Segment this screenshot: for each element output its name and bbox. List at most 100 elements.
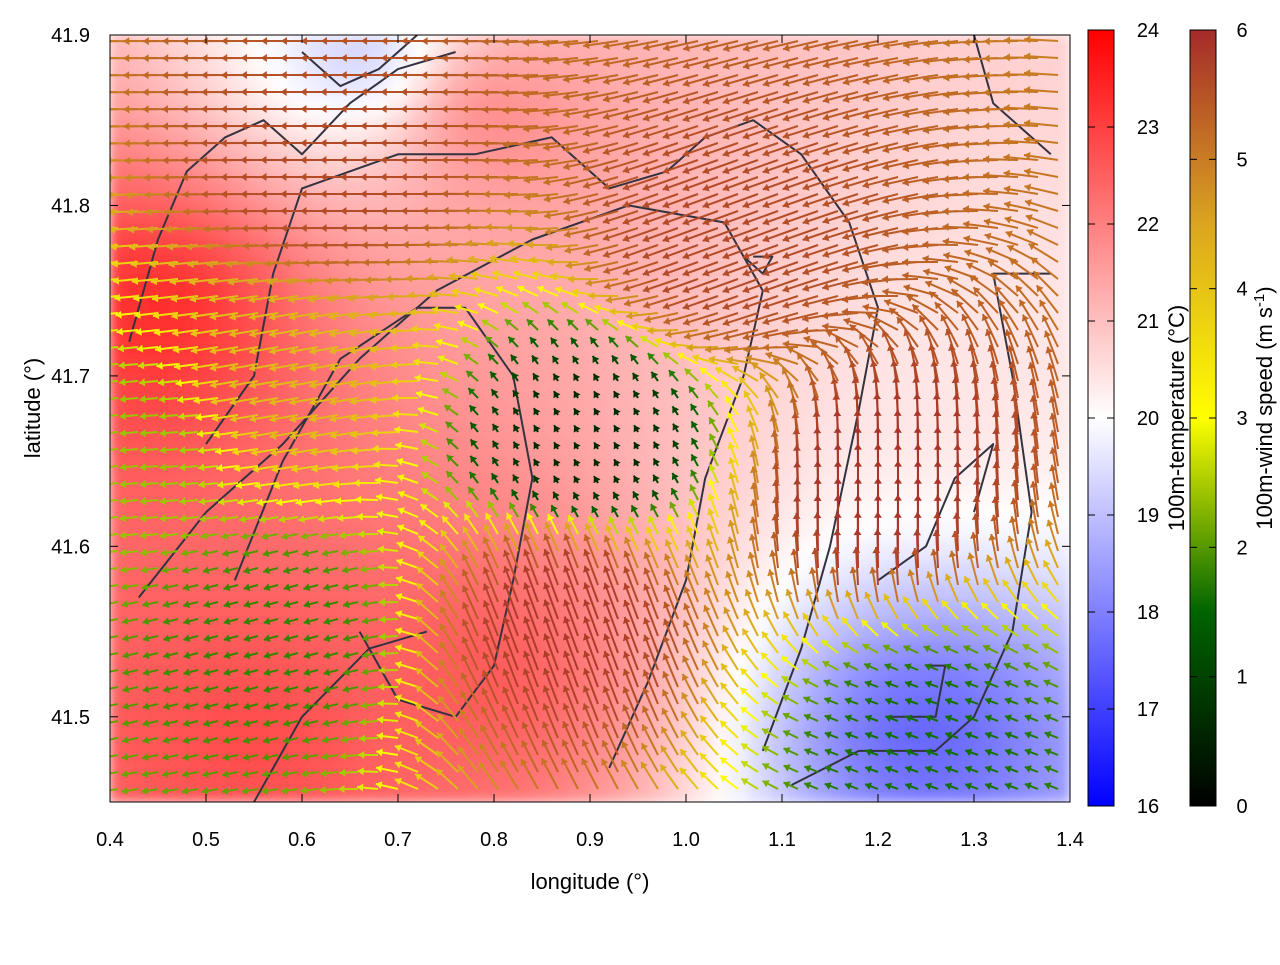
heatmap-cell [229,518,251,540]
heatmap-cell [109,478,131,500]
heatmap-cell [269,438,291,460]
heatmap-cell [189,317,211,339]
colorbar-tick-label: 0 [1236,796,1247,818]
heatmap-cell [949,518,971,540]
heatmap-cell [209,761,231,783]
heatmap-cell [769,498,791,520]
heatmap-cell [889,761,911,783]
heatmap-cell [829,418,851,440]
heatmap-cell [569,377,591,399]
heatmap-cell [1049,720,1071,742]
heatmap-cell [109,761,131,783]
heatmap-cell [249,256,271,278]
heatmap-cell [469,95,491,117]
heatmap-cell [389,74,411,96]
heatmap-cell [209,34,231,56]
heatmap-cell [289,236,311,258]
heatmap-cell [609,317,631,339]
heatmap-cell [149,34,171,56]
heatmap-cell [229,195,251,217]
heatmap-cell [169,418,191,440]
heatmap-cell [449,761,471,783]
heatmap-cell [909,720,931,742]
heatmap-cell [329,236,351,258]
heatmap-cell [429,74,451,96]
heatmap-cell [429,95,451,117]
heatmap-cell [169,761,191,783]
heatmap-cell [129,518,151,540]
heatmap-cell [349,155,371,177]
heatmap-cell [349,539,371,561]
heatmap-cell [449,377,471,399]
heatmap-cell [1049,195,1071,217]
heatmap-cell [809,458,831,480]
heatmap-cell [889,397,911,419]
heatmap-cell [809,418,831,440]
heatmap-cell [569,781,591,803]
heatmap-cell [289,155,311,177]
heatmap-cell [1049,761,1071,783]
heatmap-cell [989,458,1011,480]
heatmap-cell [269,195,291,217]
heatmap-cell [349,680,371,702]
plot-area [84,34,1071,803]
heatmap-cell [309,74,331,96]
heatmap-cell [869,599,891,621]
heatmap-cell [409,680,431,702]
heatmap-cell [549,478,571,500]
heatmap-cell [949,357,971,379]
heatmap-cell [949,397,971,419]
heatmap-cell [949,498,971,520]
heatmap-cell [149,518,171,540]
heatmap-cell [189,478,211,500]
heatmap-cell [1029,438,1051,460]
heatmap-cell [349,95,371,117]
heatmap-cell [349,781,371,803]
heatmap-cell [109,377,131,399]
heatmap-cell [109,518,131,540]
heatmap-cell [909,660,931,682]
heatmap-cell [469,781,491,803]
heatmap-cell [889,720,911,742]
heatmap-cell [309,640,331,662]
heatmap-cell [549,781,571,803]
heatmap-cell [989,418,1011,440]
heatmap-cell [509,418,531,440]
colorbar-tick-label: 16 [1137,796,1159,818]
heatmap-cell [269,539,291,561]
heatmap-cell [869,720,891,742]
heatmap-cell [789,761,811,783]
heatmap-cell [269,781,291,803]
heatmap-cell [149,458,171,480]
heatmap-cell [949,599,971,621]
colorbar-tick-label: 19 [1137,505,1159,527]
x-tick-label: 0.7 [384,829,412,851]
heatmap-cell [949,761,971,783]
colorbar-tick-label: 22 [1137,214,1159,236]
heatmap-cell [169,317,191,339]
heatmap-cell [589,377,611,399]
heatmap-cell [209,74,231,96]
heatmap-cell [269,518,291,540]
heatmap-cell [509,478,531,500]
colorbar-tick-label: 2 [1236,537,1247,559]
heatmap-cell [809,518,831,540]
heatmap-cell [609,781,631,803]
heatmap-cell [369,619,391,641]
heatmap-cell [109,781,131,803]
heatmap-cell [989,720,1011,742]
heatmap-cell [329,539,351,561]
heatmap-cell [949,418,971,440]
heatmap-cell [629,458,651,480]
heatmap-cell [269,74,291,96]
heatmap-cell [229,74,251,96]
heatmap-cell [1029,95,1051,117]
heatmap-cell [809,640,831,662]
heatmap-cell [309,761,331,783]
heatmap-cell [929,357,951,379]
heatmap-cell [509,377,531,399]
heatmap-cell [609,438,631,460]
heatmap-cell [909,518,931,540]
heatmap-cell [869,518,891,540]
